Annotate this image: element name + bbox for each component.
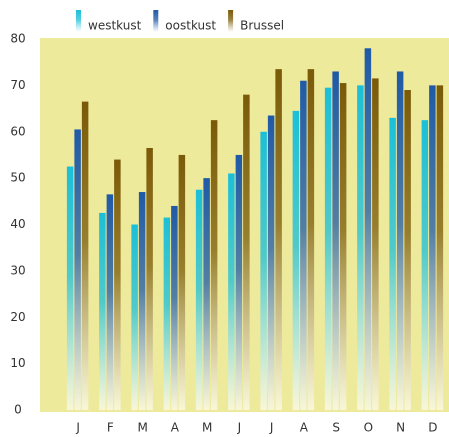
x-tick-label: J: [75, 421, 80, 435]
y-tick-label: 80: [10, 32, 25, 46]
bar: [307, 69, 315, 411]
bar: [357, 85, 364, 410]
bar: [106, 194, 114, 410]
x-tick-label: N: [396, 421, 405, 435]
x-tick-label: S: [332, 421, 340, 435]
legend-swatch: [153, 10, 159, 32]
bar: [74, 129, 81, 410]
bar: [195, 189, 203, 410]
bar: [339, 83, 347, 411]
bar: [146, 147, 153, 410]
y-tick-label: 30: [10, 263, 25, 277]
bar: [114, 159, 121, 410]
x-tick-label: O: [364, 421, 373, 435]
bar: [260, 131, 267, 410]
x-tick-label: D: [428, 421, 437, 435]
bar: [300, 80, 307, 411]
x-tick-label: M: [202, 421, 212, 435]
x-tick-label: A: [171, 421, 180, 435]
y-tick-label: 20: [10, 310, 25, 324]
bar: [81, 101, 89, 410]
y-tick-label: 70: [10, 78, 25, 92]
legend-swatch: [76, 10, 81, 32]
bar: [436, 85, 444, 410]
y-tick-label: 50: [10, 171, 25, 185]
y-tick-label: 0: [14, 403, 22, 417]
legend-label: Brussel: [240, 19, 284, 33]
bar: [396, 71, 404, 411]
bar: [275, 69, 282, 411]
bar: [404, 90, 411, 410]
legend-swatch: [228, 10, 234, 32]
legend-label: westkust: [88, 19, 142, 33]
bar: [372, 78, 379, 410]
x-tick-label: A: [300, 421, 309, 435]
bar: [324, 87, 332, 410]
bar: [163, 217, 171, 410]
bar: [332, 71, 339, 411]
bar: [243, 94, 250, 411]
bar: [99, 212, 106, 410]
bar: [292, 110, 300, 410]
y-tick-label: 10: [10, 356, 25, 370]
bar: [171, 205, 178, 410]
bar: [235, 154, 243, 410]
bar: [131, 224, 138, 410]
bar: [138, 192, 146, 410]
bar: [267, 115, 275, 411]
x-tick-label: F: [107, 421, 114, 435]
x-tick-label: M: [137, 421, 147, 435]
bar: [389, 117, 396, 411]
x-tick-label: J: [269, 421, 274, 435]
y-tick-label: 40: [10, 217, 25, 231]
x-tick-label: J: [237, 421, 242, 435]
legend-label: oostkust: [165, 19, 216, 33]
bar: [66, 166, 74, 410]
y-tick-label: 60: [10, 124, 25, 138]
bar: [228, 173, 235, 410]
bar: [178, 154, 186, 410]
bar: [421, 120, 429, 410]
bar: [203, 178, 210, 410]
bar: [429, 85, 436, 410]
bar: [210, 120, 218, 410]
bar: [364, 48, 372, 411]
